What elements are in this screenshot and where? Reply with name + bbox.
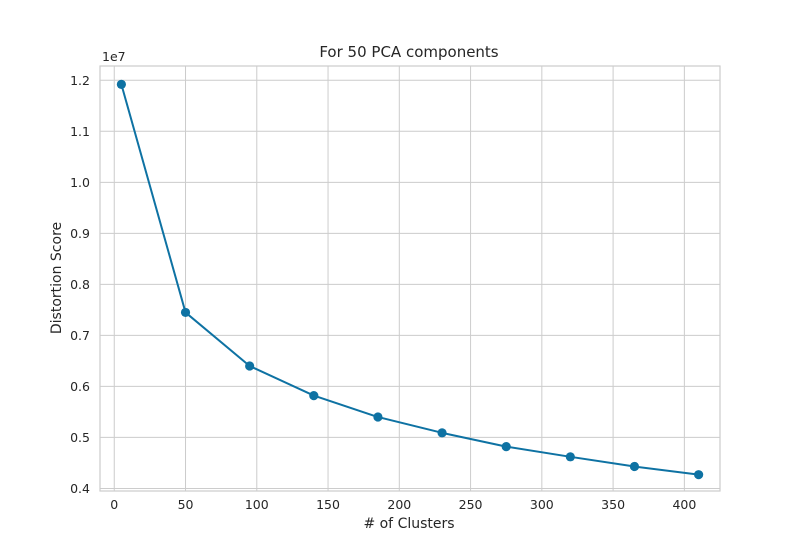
x-tick-label: 350 xyxy=(601,497,625,512)
x-axis-label: # of Clusters xyxy=(363,516,454,532)
y-tick-label: 0.5 xyxy=(70,430,90,445)
data-point xyxy=(309,390,319,401)
y-tick-label: 0.6 xyxy=(70,379,90,394)
data-point xyxy=(629,461,640,472)
x-tick-label: 100 xyxy=(245,497,269,512)
x-tick-label: 300 xyxy=(530,497,554,512)
y-tick-label: 0.7 xyxy=(70,328,90,343)
data-point xyxy=(116,79,126,89)
x-tick-label: 150 xyxy=(316,497,340,512)
y-axis-label: Distortion Score xyxy=(49,222,65,334)
y-tick-label: 1.1 xyxy=(70,124,90,139)
y-tick-label: 1.2 xyxy=(70,73,90,88)
grid xyxy=(100,66,720,491)
data-point xyxy=(373,412,383,422)
data-point xyxy=(694,470,704,480)
data-point xyxy=(245,361,255,371)
series-line xyxy=(120,84,699,476)
x-tick-label: 400 xyxy=(672,497,696,512)
x-tick-label: 50 xyxy=(178,497,194,512)
y-axis-ticks: 0.4 0.5 0.6 0.7 0.8 0.9 1.0 1.1 1.2 xyxy=(70,73,90,496)
data-point xyxy=(180,307,191,318)
x-axis-ticks: 0 50 100 150 200 250 300 350 400 xyxy=(110,497,696,512)
data-point xyxy=(565,452,575,462)
y-tick-label: 0.4 xyxy=(70,481,90,496)
y-tick-label: 1.0 xyxy=(70,175,90,190)
series xyxy=(116,79,704,480)
x-tick-label: 0 xyxy=(110,497,118,512)
plot-frame xyxy=(99,65,721,492)
data-point xyxy=(501,442,511,452)
chart-title: For 50 PCA components xyxy=(319,43,498,61)
x-tick-label: 250 xyxy=(459,497,483,512)
data-point xyxy=(437,428,447,438)
x-tick-label: 200 xyxy=(387,497,411,512)
y-tick-label: 0.9 xyxy=(70,226,90,241)
y-axis-offset-label: 1e7 xyxy=(102,49,126,64)
y-tick-label: 0.8 xyxy=(70,277,90,292)
